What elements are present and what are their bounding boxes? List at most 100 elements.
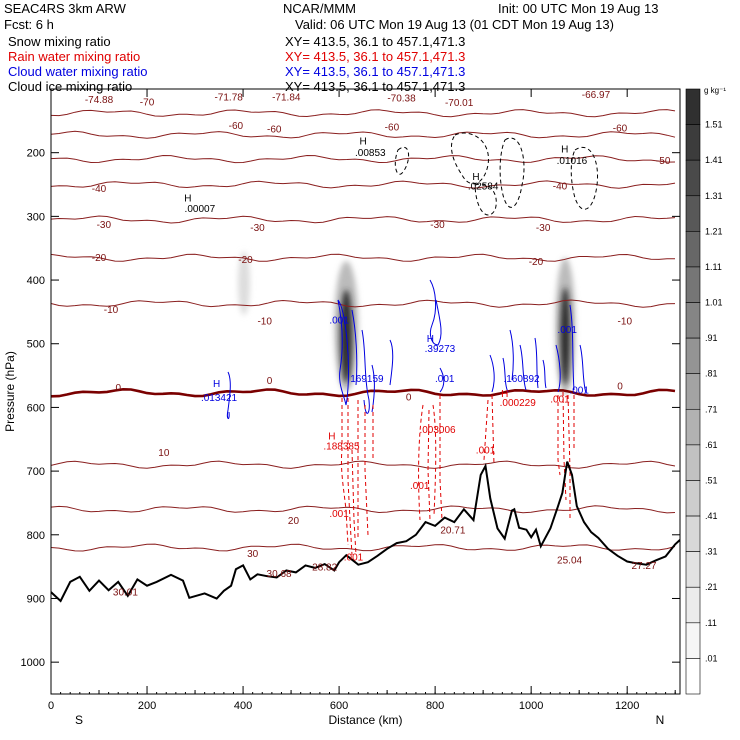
rain-water-contour <box>418 395 443 521</box>
y-tick-label: 600 <box>27 402 45 414</box>
x-tick-label: 0 <box>48 700 54 712</box>
isotherm-line <box>51 109 676 118</box>
init-label: Init: 00 UTC Mon 19 Aug 13 <box>498 1 659 16</box>
contour-label: H <box>561 145 568 156</box>
cloud-water-contour <box>226 371 231 419</box>
cloud-water-contour <box>337 299 350 406</box>
field-rain-name: Rain water mixing ratio <box>8 49 141 64</box>
contour-label: .00007 <box>185 204 216 215</box>
contour-label: .188385 <box>323 441 360 452</box>
temperature-label: -70.01 <box>445 98 474 109</box>
x-tick-label: 1200 <box>615 700 639 712</box>
cloud-water-contour <box>489 329 547 393</box>
colorbar-label: .01 <box>705 653 718 663</box>
isotherm-line <box>51 543 676 552</box>
contour-label: .001 <box>550 394 570 405</box>
field-snow-name: Snow mixing ratio <box>8 34 111 49</box>
south-endpoint-label: S <box>75 713 83 727</box>
temperature-label: 30.01 <box>113 587 138 598</box>
y-tick-label: 300 <box>27 211 45 223</box>
isotherm-line <box>51 130 676 139</box>
contour-label: 0 <box>406 392 412 403</box>
isotherm-line <box>51 154 676 164</box>
colorbar-label: .51 <box>705 475 718 485</box>
isotherm-contours <box>51 109 676 552</box>
contour-label: -30 <box>97 220 112 231</box>
contour-labels: -74.88 -71.78 -71.84 -70.38 -70.01-66.9730.0… <box>85 90 671 598</box>
contour-label: 20 <box>288 516 300 527</box>
y-tick-label: 800 <box>27 530 45 542</box>
contour-label: .001 <box>435 374 455 385</box>
colorbar-swatch <box>685 658 701 695</box>
x-tick-label: 600 <box>330 700 348 712</box>
snow-shading-band <box>238 251 251 316</box>
colorbar-label: .31 <box>705 547 718 557</box>
cloud-water-contour <box>429 279 442 346</box>
temperature-label: -71.84 <box>272 92 301 103</box>
y-tick-label: 500 <box>27 339 45 351</box>
plot-frame <box>50 88 681 695</box>
isotherm-line <box>51 387 676 398</box>
colorbar-label: .61 <box>705 440 718 450</box>
colorbar-swatch <box>685 88 701 125</box>
isotherm-line <box>51 215 676 224</box>
contour-label: H <box>472 172 479 183</box>
terrain-line <box>51 461 680 603</box>
contour-label: .001 <box>557 325 577 336</box>
colorbar-label: .21 <box>705 582 718 592</box>
contour-label: -10 <box>104 305 119 316</box>
colorbar-label: 1.11 <box>705 262 722 272</box>
x-tick-label: 200 <box>138 700 156 712</box>
contour-label: -10 <box>618 317 633 328</box>
colorbar-unit: g kg⁻¹ <box>704 86 726 95</box>
temperature-label: 20.71 <box>440 526 465 537</box>
colorbar-label: .11 <box>705 618 717 628</box>
rain-water-contour <box>557 391 575 520</box>
contour-label: -60 <box>613 124 628 135</box>
contour-label: 0 <box>115 383 121 394</box>
colorbar-label: 1.41 <box>705 155 723 165</box>
contour-label: 0 <box>267 376 273 387</box>
y-tick-label: 1000 <box>21 657 45 669</box>
colorbar-swatch <box>685 124 701 161</box>
contour-label: -70 <box>140 98 155 109</box>
y-tick-label: 400 <box>27 275 45 287</box>
contour-label: .000229 <box>500 398 537 409</box>
contour-label: -50 <box>656 156 671 167</box>
contour-label: H <box>427 334 434 345</box>
isotherm-line <box>51 460 676 469</box>
contour-label: -20 <box>238 255 253 266</box>
contour-label: .160892 <box>503 374 540 385</box>
field-rain-xy: XY= 413.5, 36.1 to 457.1,471.3 <box>285 49 466 64</box>
colorbar-label: 1.51 <box>705 120 723 130</box>
colorbar-swatch <box>685 159 701 197</box>
temperature-label: 30.68 <box>267 569 292 580</box>
colorbar-label: .81 <box>705 369 718 379</box>
contour-label: 0 <box>617 382 623 393</box>
cloud-ice-contour <box>451 132 489 185</box>
center-label: NCAR/MMM <box>283 1 356 16</box>
contour-label: .39273 <box>425 344 456 355</box>
contour-label: .00853 <box>355 148 386 159</box>
colorbar-swatch <box>685 231 701 268</box>
cloud-water-contour <box>439 367 445 393</box>
colorbar-label: .71 <box>705 404 718 414</box>
isotherm-line <box>51 180 676 189</box>
x-tick-label: 1000 <box>519 700 543 712</box>
temperature-label: -66.97 <box>582 90 611 101</box>
colorbar-swatch <box>685 195 701 232</box>
contour-label: -30 <box>430 220 445 231</box>
cloud-ice-contour <box>474 183 497 216</box>
isotherm-line <box>51 253 676 262</box>
cloud-ice-contour <box>570 147 599 210</box>
contour-label: .001 <box>410 481 430 492</box>
contour-label: .003006 <box>419 425 456 436</box>
snow-shading-core <box>560 287 571 386</box>
contour-label: -20 <box>529 257 544 268</box>
temperature-label: -74.88 <box>85 95 114 106</box>
cloud-ice-contours <box>394 132 599 216</box>
colorbar-swatch <box>685 586 701 624</box>
cloud-water-contour <box>555 304 587 394</box>
contour-label: H <box>328 431 335 442</box>
